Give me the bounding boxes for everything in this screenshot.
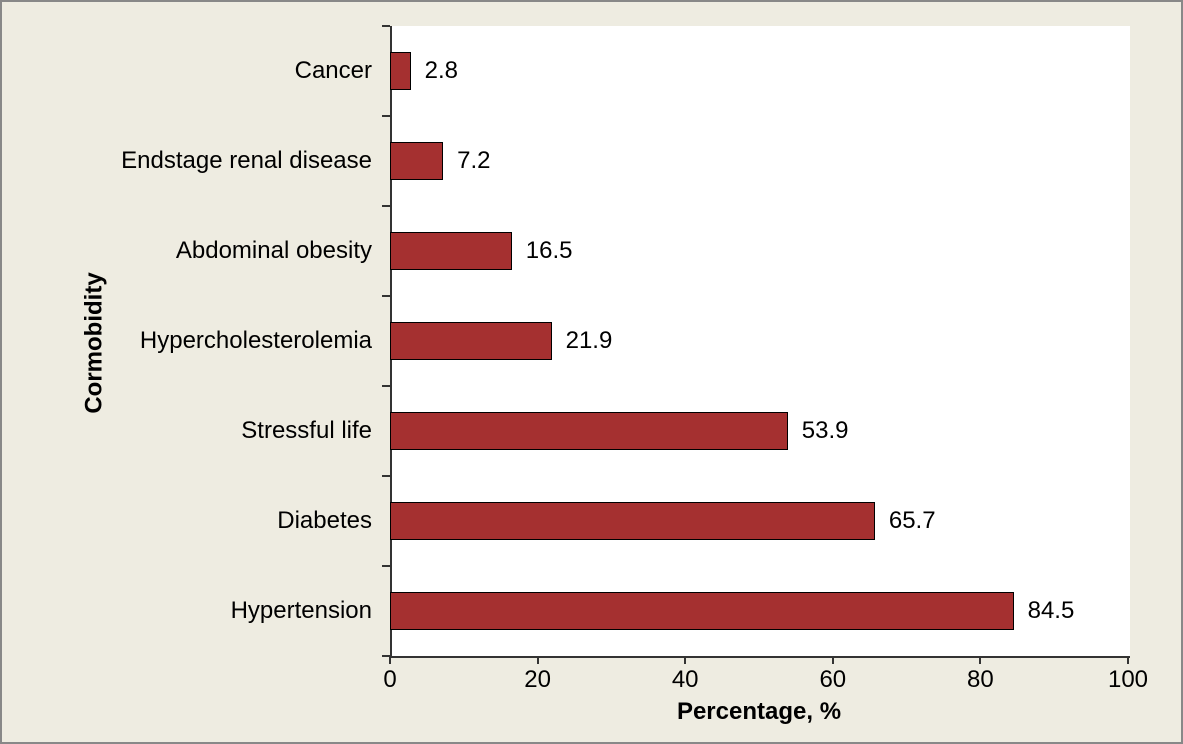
- bar: [390, 52, 411, 90]
- bar-value-label: 84.5: [1028, 597, 1075, 625]
- y-tick: [382, 115, 390, 117]
- y-category-label: Hypercholesterolemia: [140, 327, 372, 355]
- x-tick: [979, 656, 981, 664]
- y-category-label: Diabetes: [277, 507, 372, 535]
- y-tick: [382, 565, 390, 567]
- bar-value-label: 7.2: [457, 147, 490, 175]
- x-tick-label: 20: [524, 666, 551, 694]
- x-tick: [832, 656, 834, 664]
- y-tick: [382, 295, 390, 297]
- bar-value-label: 53.9: [802, 417, 849, 445]
- bar: [390, 142, 443, 180]
- x-tick-label: 40: [672, 666, 699, 694]
- x-tick-label: 0: [383, 666, 396, 694]
- bar-value-label: 65.7: [889, 507, 936, 535]
- bar: [390, 322, 552, 360]
- bar-value-label: 21.9: [566, 327, 613, 355]
- x-tick: [537, 656, 539, 664]
- y-category-label: Stressful life: [241, 417, 372, 445]
- x-tick: [1127, 656, 1129, 664]
- y-category-label: Cancer: [295, 57, 372, 85]
- y-category-label: Hypertension: [231, 597, 372, 625]
- bar: [390, 412, 788, 450]
- bar: [390, 592, 1014, 630]
- y-axis-title: Cormobidity: [81, 272, 109, 413]
- x-tick-label: 60: [819, 666, 846, 694]
- x-axis-title: Percentage, %: [390, 698, 1128, 726]
- y-category-label: Endstage renal disease: [121, 147, 372, 175]
- y-tick: [382, 25, 390, 27]
- y-category-label: Abdominal obesity: [176, 237, 372, 265]
- chart-container: Cancer Endstage renal disease Abdominal ob…: [0, 0, 1183, 744]
- bar: [390, 502, 875, 540]
- bar: [390, 232, 512, 270]
- bar-value-label: 2.8: [425, 57, 458, 85]
- y-tick: [382, 385, 390, 387]
- x-tick-label: 100: [1108, 666, 1148, 694]
- x-tick: [389, 656, 391, 664]
- y-tick: [382, 205, 390, 207]
- y-tick: [382, 475, 390, 477]
- bar-value-label: 16.5: [526, 237, 573, 265]
- x-tick: [684, 656, 686, 664]
- x-tick-label: 80: [967, 666, 994, 694]
